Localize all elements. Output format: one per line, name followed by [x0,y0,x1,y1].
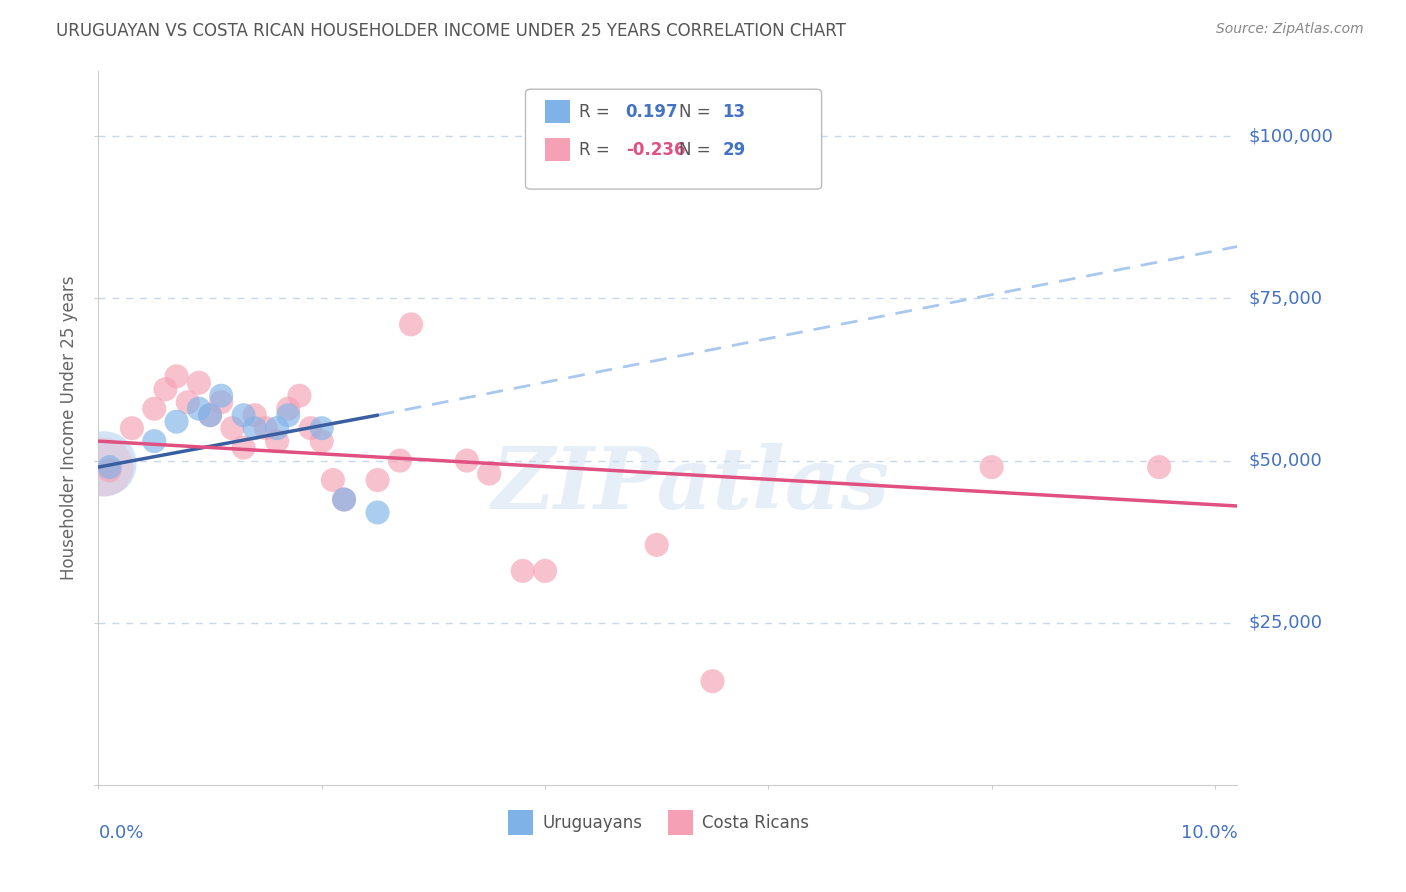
Point [187,401,209,416]
Point [266,421,288,435]
Text: 13: 13 [723,103,745,121]
Point [143,401,166,416]
Text: Costa Ricans: Costa Ricans [702,814,808,831]
Point [980,460,1002,475]
Text: -0.236: -0.236 [626,141,685,159]
Point [277,408,299,422]
Point [277,401,299,416]
Text: 0.0%: 0.0% [98,824,143,842]
Point [367,506,389,520]
Text: $50,000: $50,000 [1249,451,1322,469]
Point [399,318,422,332]
Point [534,564,557,578]
Point [512,564,534,578]
Point [645,538,668,552]
Text: R =: R = [579,103,610,121]
Text: N =: N = [679,141,711,159]
Text: URUGUAYAN VS COSTA RICAN HOUSEHOLDER INCOME UNDER 25 YEARS CORRELATION CHART: URUGUAYAN VS COSTA RICAN HOUSEHOLDER INC… [56,22,846,40]
Bar [668,810,693,835]
Point [121,421,143,435]
Point [322,473,344,487]
Point [367,473,389,487]
Point [702,674,724,689]
Point [456,453,478,467]
Point [166,415,188,429]
Point [478,467,501,481]
Bar [546,100,569,123]
Text: R =: R = [579,141,610,159]
Point [98,463,121,477]
Point [266,434,288,449]
Point [299,421,322,435]
Point [388,453,411,467]
Point [93,460,115,475]
Text: $75,000: $75,000 [1249,289,1323,308]
Y-axis label: Householder Income Under 25 years: Householder Income Under 25 years [60,276,79,581]
Bar [546,137,569,161]
FancyBboxPatch shape [526,89,821,189]
Text: ZIPatlas: ZIPatlas [492,443,890,527]
Point [288,389,311,403]
Point [311,421,333,435]
Point [143,434,166,449]
Point [232,441,254,455]
Point [198,408,221,422]
Point [1147,460,1170,475]
Point [221,421,243,435]
Point [209,395,232,409]
Text: $100,000: $100,000 [1249,128,1333,145]
Point [333,492,356,507]
Point [243,408,266,422]
Text: N =: N = [679,103,711,121]
Point [311,434,333,449]
Bar [509,810,533,835]
Point [93,457,115,471]
Point [187,376,209,390]
Point [198,408,221,422]
Point [98,460,121,475]
Point [243,421,266,435]
Point [155,382,177,396]
Text: Uruguayans: Uruguayans [543,814,643,831]
Text: Source: ZipAtlas.com: Source: ZipAtlas.com [1216,22,1364,37]
Text: 0.197: 0.197 [626,103,678,121]
Text: $25,000: $25,000 [1249,614,1323,632]
Point [254,421,277,435]
Point [333,492,356,507]
Point [209,389,232,403]
Point [166,369,188,384]
Text: 29: 29 [723,141,745,159]
Point [177,395,200,409]
Point [232,408,254,422]
Text: 10.0%: 10.0% [1181,824,1237,842]
